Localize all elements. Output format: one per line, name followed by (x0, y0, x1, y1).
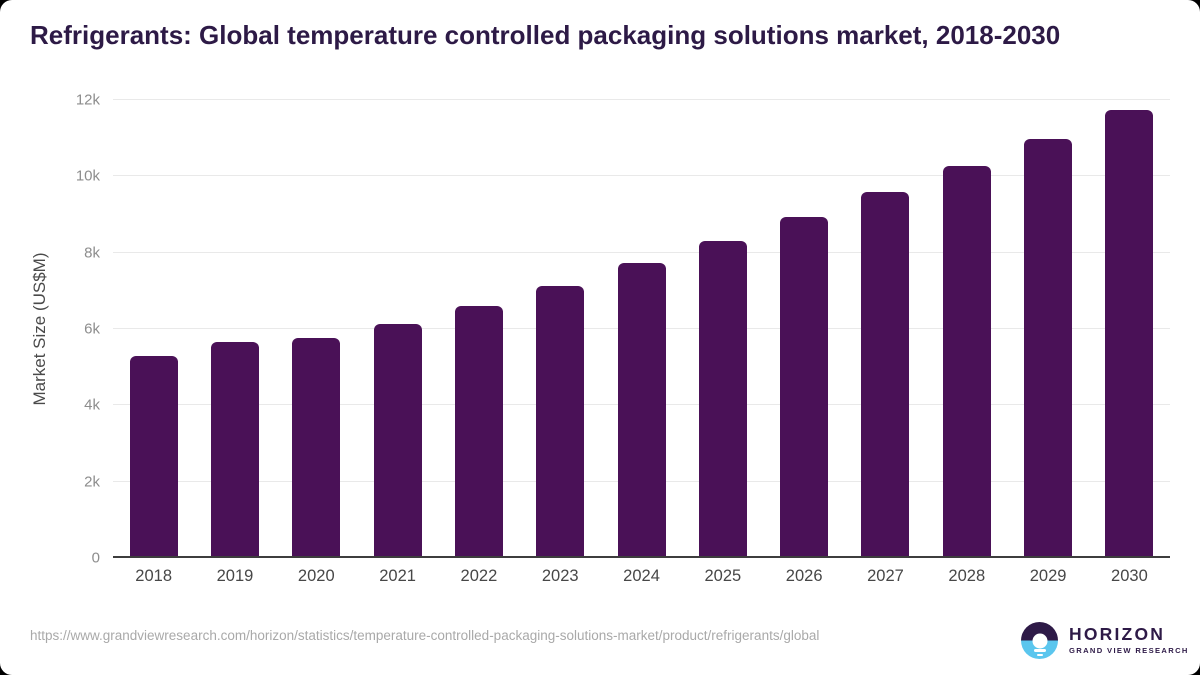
x-tick-label-2025: 2025 (704, 567, 742, 585)
y-tick-label-2k: 2k (84, 473, 100, 491)
source-url: https://www.grandviewresearch.com/horizo… (30, 628, 820, 643)
bar-slot-2020 (276, 100, 357, 558)
bar-2020 (292, 338, 341, 558)
bars (113, 100, 1170, 558)
bar-2025 (698, 240, 747, 558)
bar-2023 (536, 285, 585, 558)
x-tick-label-2021: 2021 (379, 567, 416, 585)
bar-slot-2027 (845, 100, 926, 558)
sun-disc-icon (1032, 633, 1047, 648)
x-tick-label-2020: 2020 (297, 567, 335, 585)
bar-slot-2024 (601, 100, 682, 558)
y-tick-label-0: 0 (91, 549, 100, 567)
x-axis-labels: 2018 2019 2020 2021 2022 2023 2024 2025 2026 2027… (113, 567, 1170, 586)
bar-slot-2019 (194, 100, 275, 558)
bar-slot-2025 (682, 100, 763, 558)
bar-slot-2028 (926, 100, 1007, 558)
horizon-logo: HORIZON GRAND VIEW RESEARCH (1021, 622, 1189, 659)
bar-2026 (780, 217, 829, 558)
bar-slot-2029 (1007, 100, 1088, 558)
bar-2022 (454, 306, 503, 558)
y-tick-label-12k: 12k (75, 91, 100, 109)
y-tick-label-10k: 10k (75, 167, 100, 185)
x-tick-label-2024: 2024 (623, 567, 660, 585)
x-tick-label-2022: 2022 (460, 567, 498, 585)
bar-2027 (861, 192, 910, 558)
y-tick-label-8k: 8k (84, 244, 100, 262)
sun-reflection-line-icon (1036, 653, 1043, 656)
sun-reflection-line-icon (1033, 649, 1046, 652)
gridline-10k (113, 175, 1170, 177)
bar-2018 (129, 355, 178, 558)
bar-slot-2021 (357, 100, 438, 558)
bar-2029 (1024, 138, 1073, 558)
bar-2030 (1105, 110, 1154, 558)
gridline-8k (113, 251, 1170, 253)
x-tick-label-2029: 2029 (1029, 567, 1067, 585)
x-tick-label-2018: 2018 (135, 567, 173, 585)
x-tick-label-2026: 2026 (785, 567, 823, 585)
bar-2019 (210, 342, 259, 558)
gridline-12k (113, 99, 1170, 100)
bar-slot-2022 (438, 100, 519, 558)
plot-area (113, 99, 1170, 558)
horizon-sun-icon (1021, 622, 1058, 659)
bar-slot-2018 (113, 100, 194, 558)
x-tick-label-2030: 2030 (1111, 567, 1148, 585)
y-tick-label-4k: 4k (84, 396, 100, 414)
y-axis-ticks: 0 2k 4k 6k 8k 10k 12k (0, 93, 100, 566)
x-tick-label-2028: 2028 (948, 567, 986, 585)
bar-2028 (942, 166, 991, 558)
bar-slot-2023 (520, 100, 601, 558)
logo-brand: HORIZON (1069, 623, 1166, 644)
x-axis-line (113, 556, 1170, 558)
x-tick-label-2023: 2023 (541, 567, 579, 585)
bar-2024 (617, 262, 666, 558)
logo-text: HORIZON GRAND VIEW RESEARCH (1069, 623, 1189, 656)
chart-title: Refrigerants: Global temperature control… (30, 20, 1061, 50)
bar-slot-2026 (764, 100, 845, 558)
x-tick-label-2019: 2019 (216, 567, 254, 585)
x-tick-label-2027: 2027 (867, 567, 904, 585)
logo-tagline: GRAND VIEW RESEARCH (1069, 646, 1189, 656)
y-tick-label-6k: 6k (84, 320, 100, 338)
bar-2021 (373, 324, 422, 558)
bar-slot-2030 (1089, 100, 1170, 558)
